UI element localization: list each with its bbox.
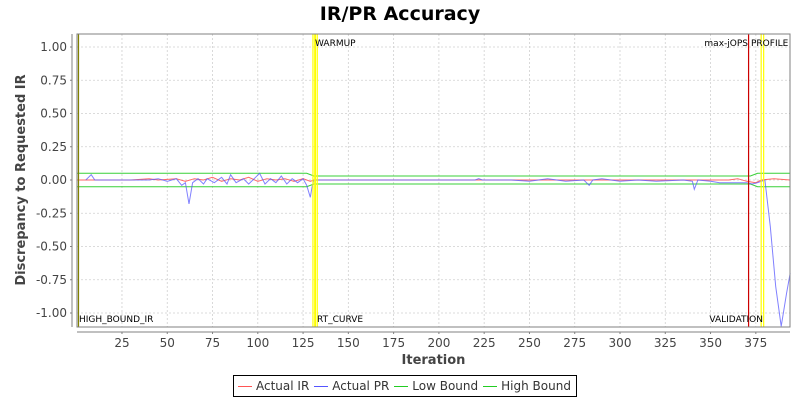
x-tick-label: 75 [205,336,220,350]
legend-label: Actual IR [256,379,310,393]
x-tick-label: 150 [337,336,360,350]
x-tick-label: 100 [246,336,269,350]
y-tick-label: 0.75 [40,73,67,87]
y-tick-label: 0.50 [40,107,67,121]
chart-title: IR/PR Accuracy [319,3,481,25]
marker-label: RT_CURVE [317,315,363,325]
marker-label: VALIDATION [709,315,763,325]
x-tick-label: 375 [744,336,767,350]
marker-label: max-jOPS [704,39,748,49]
x-axis-title: Iteration [402,353,466,368]
y-axis-title: Discrepancy to Requested IR [14,74,29,285]
marker-label: PROFILE [751,39,789,49]
high-bound-swatch-icon [483,385,498,387]
series-low-bound [76,183,791,188]
actual-ir-swatch-icon [238,385,252,387]
low-bound-swatch-icon [394,385,409,387]
x-tick-label: 25 [114,336,129,350]
x-tick-label: 125 [292,336,315,350]
x-tick-label: 175 [382,336,405,350]
y-tick-label: -0.50 [36,240,67,254]
y-tick-label: 1.00 [40,40,67,54]
y-tick-label: 0.25 [40,140,67,154]
y-tick-label: 0.00 [40,173,67,187]
x-tick-label: 225 [473,336,496,350]
x-tick-label: 200 [427,336,450,350]
actual-pr-swatch-icon [314,385,329,387]
x-tick-label: 300 [609,336,632,350]
x-tick-label: 325 [654,336,677,350]
x-tick-label: 50 [160,336,175,350]
x-tick-label: 275 [563,336,586,350]
x-tick-label: 350 [699,336,722,350]
y-tick-label: -0.25 [36,206,67,220]
legend-label: Actual PR [332,379,390,393]
x-tick-label: 250 [518,336,541,350]
series-actual-ir [76,176,791,184]
legend-label: Low Bound [412,379,479,393]
legend-item-high-bound: High Bound [483,379,571,393]
legend-item-low-bound: Low Bound [394,379,478,393]
y-tick-label: -0.75 [36,273,67,287]
legend-label: High Bound [501,379,571,393]
y-tick-label: -1.00 [36,306,67,320]
marker-label: HIGH_BOUND_IR [79,315,153,325]
series-high-bound [76,172,791,177]
legend-item-actual-pr: Actual PR [314,379,389,393]
marker-label: WARMUP [315,39,356,49]
plot-border [76,33,791,328]
chart-legend: Actual IR Actual PR Low Bound High Bound [233,375,577,397]
legend-item-actual-ir: Actual IR [238,379,309,393]
